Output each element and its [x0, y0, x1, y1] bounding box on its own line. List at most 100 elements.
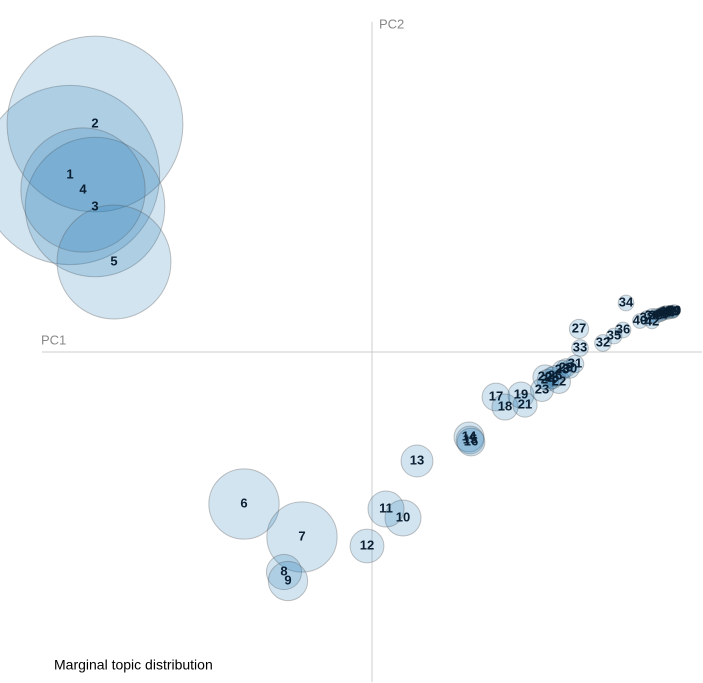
bubble	[349, 528, 385, 564]
bubble-label: 23	[535, 381, 549, 396]
bubble-label: 5	[110, 253, 117, 268]
bubble-label: 16	[464, 433, 478, 448]
bubble	[384, 499, 422, 537]
bubble	[456, 427, 486, 457]
bubble-label: 20	[538, 368, 552, 383]
bubble	[0, 84, 161, 266]
bubble-label: 44	[657, 304, 672, 319]
bubble	[666, 305, 680, 319]
bubble	[455, 425, 485, 455]
bubble-label: 8	[280, 563, 287, 578]
bubble	[208, 468, 280, 540]
bubble	[6, 35, 184, 213]
bubble-label: 21	[518, 396, 532, 411]
bubble-label: 38	[645, 307, 659, 322]
bubble-label: 11	[379, 500, 393, 515]
x-axis-label: PC1	[41, 332, 66, 347]
bubble-label: 12	[360, 537, 374, 552]
bubble	[400, 444, 434, 478]
bubble-label: 18	[498, 398, 512, 413]
bubble	[571, 339, 589, 357]
bubble	[551, 359, 573, 381]
bubble-label: 4	[79, 181, 87, 196]
bubble	[267, 560, 309, 602]
bubble-label: 13	[410, 452, 424, 467]
bubble	[56, 204, 172, 320]
bubble	[659, 305, 673, 319]
y-axis-label: PC2	[379, 16, 404, 31]
bubble-label: 48	[665, 303, 679, 318]
bubble-label: 43	[655, 305, 669, 320]
bubble-label: 15	[463, 431, 477, 446]
bubble-label: 36	[616, 321, 630, 336]
bubble-label: 46	[661, 304, 675, 319]
bubble-label: 37	[640, 309, 654, 324]
bubble-label: 6	[240, 495, 247, 510]
bubble	[644, 308, 660, 324]
bubble-label: 41	[653, 306, 667, 321]
bubble-labels: 1234567891011121314151617181920212223242…	[66, 115, 681, 587]
bubble	[266, 501, 338, 573]
bubble-label: 17	[489, 388, 503, 403]
bubble-label: 28	[555, 361, 569, 376]
bubble	[556, 358, 576, 378]
bubble-label: 34	[619, 294, 634, 309]
bubble	[481, 382, 511, 412]
bubble	[648, 308, 664, 324]
bubble-label: 25	[545, 369, 559, 384]
bubble	[265, 553, 303, 591]
bubble	[617, 294, 635, 312]
bubble	[20, 127, 146, 253]
bubble	[652, 307, 668, 323]
bubble	[24, 136, 166, 278]
bubble	[453, 421, 485, 453]
bubble	[532, 364, 558, 390]
bubble	[367, 490, 405, 528]
bubble-label: 45	[659, 303, 673, 318]
bubble	[639, 310, 655, 326]
bubble-label: 35	[607, 327, 621, 342]
bubble-label: 10	[396, 509, 410, 524]
bubble	[536, 368, 560, 392]
bubble-label: 40	[633, 312, 647, 327]
bubble-label: 14	[462, 428, 477, 443]
bubble	[665, 305, 679, 319]
bubble	[491, 393, 519, 421]
bubble	[656, 305, 672, 321]
bubble-label: 24	[541, 371, 556, 386]
bubble-label: 47	[663, 303, 677, 318]
bubble-label: 49	[666, 303, 680, 318]
bubble	[605, 327, 623, 345]
bubble	[540, 366, 564, 390]
bubble	[632, 313, 648, 329]
bubble-label: 2	[91, 115, 98, 130]
bubble	[530, 378, 554, 402]
size-legend-label: Marginal topic distribution	[54, 657, 213, 673]
bubble-label: 30	[563, 360, 577, 375]
bubble-label: 32	[596, 334, 610, 349]
bubble-label: 9	[284, 572, 291, 587]
bubble	[512, 392, 538, 418]
bubble-label: 50	[667, 302, 681, 317]
bubble-label: 27	[572, 320, 586, 335]
bubble	[544, 365, 566, 387]
bubble	[594, 334, 612, 352]
bubble	[547, 370, 571, 394]
bubble-label: 19	[514, 386, 528, 401]
bubble	[560, 359, 580, 379]
bubble	[661, 306, 675, 320]
bubble-label: 31	[568, 355, 582, 370]
bubble-label: 26	[548, 367, 562, 382]
bubble-label: 1	[66, 166, 73, 181]
bubble	[667, 304, 681, 318]
bubble	[654, 306, 670, 322]
bubble	[565, 354, 585, 374]
bubble	[507, 381, 535, 409]
bubble-label: 39	[649, 307, 663, 322]
bubble-label: 33	[573, 339, 587, 354]
bubble	[568, 318, 590, 340]
bubble	[644, 314, 660, 330]
bubble	[663, 305, 677, 319]
bubble-label: 42	[645, 313, 659, 328]
bubble	[614, 321, 632, 339]
